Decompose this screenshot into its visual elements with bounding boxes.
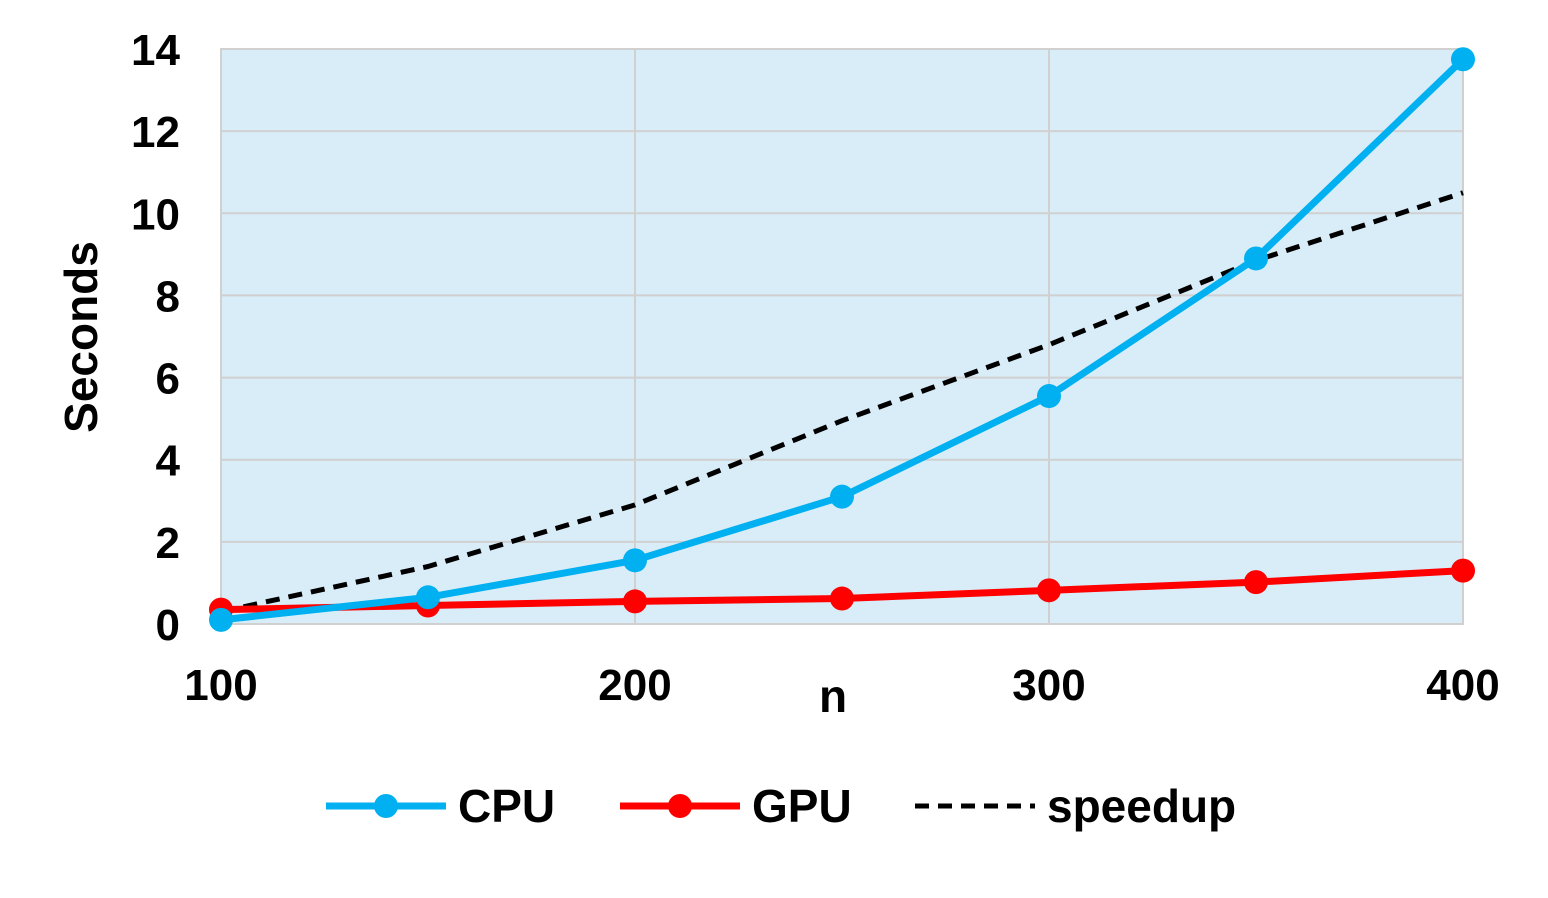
legend-label: speedup	[1047, 780, 1236, 832]
series-speedup	[220, 190, 1464, 615]
data-point-cpu	[1244, 246, 1268, 271]
data-point-gpu	[623, 589, 647, 614]
y-tick-label: 4	[156, 437, 181, 486]
legend-item-speedup: speedup	[915, 780, 1236, 832]
plot-area	[220, 48, 1464, 625]
x-axis-label: n	[819, 670, 847, 722]
legend-marker	[668, 794, 692, 818]
legend: CPU GPU speedup	[326, 780, 1236, 832]
x-tick-label: 200	[598, 661, 671, 710]
gridlines	[221, 49, 1463, 624]
legend-item-gpu: GPU	[620, 780, 852, 832]
data-point-cpu	[830, 484, 854, 509]
data-point-gpu	[830, 586, 854, 611]
legend-label: CPU	[458, 780, 555, 832]
series-layer	[209, 47, 1475, 632]
data-point-gpu	[1451, 558, 1475, 583]
y-tick-label: 6	[156, 355, 180, 404]
data-point-gpu	[1244, 570, 1268, 595]
x-tick-label: 300	[1012, 661, 1085, 710]
y-axis-label: Seconds	[55, 241, 107, 433]
x-tick-label: 400	[1426, 661, 1499, 710]
legend-marker	[374, 794, 398, 818]
y-axis-ticks: 0 2 4 6 8 10 12 14	[131, 26, 180, 650]
y-tick-label: 12	[131, 108, 180, 157]
y-tick-label: 14	[131, 26, 180, 75]
legend-label: GPU	[752, 780, 852, 832]
data-point-cpu	[1037, 384, 1061, 409]
data-point-gpu	[1037, 578, 1061, 603]
data-point-cpu	[1451, 47, 1475, 72]
legend-item-cpu: CPU	[326, 780, 555, 832]
x-axis-ticks: 100 200 300 400	[184, 661, 1499, 710]
y-tick-label: 0	[156, 601, 180, 650]
data-point-cpu	[209, 607, 233, 632]
x-tick-label: 100	[184, 661, 257, 710]
data-point-cpu	[623, 548, 647, 573]
y-tick-label: 10	[131, 190, 180, 239]
series-line-speedup	[220, 190, 1464, 615]
y-tick-label: 2	[156, 519, 180, 568]
series-cpu	[209, 47, 1475, 632]
y-tick-label: 8	[156, 272, 180, 321]
data-point-cpu	[416, 585, 440, 610]
